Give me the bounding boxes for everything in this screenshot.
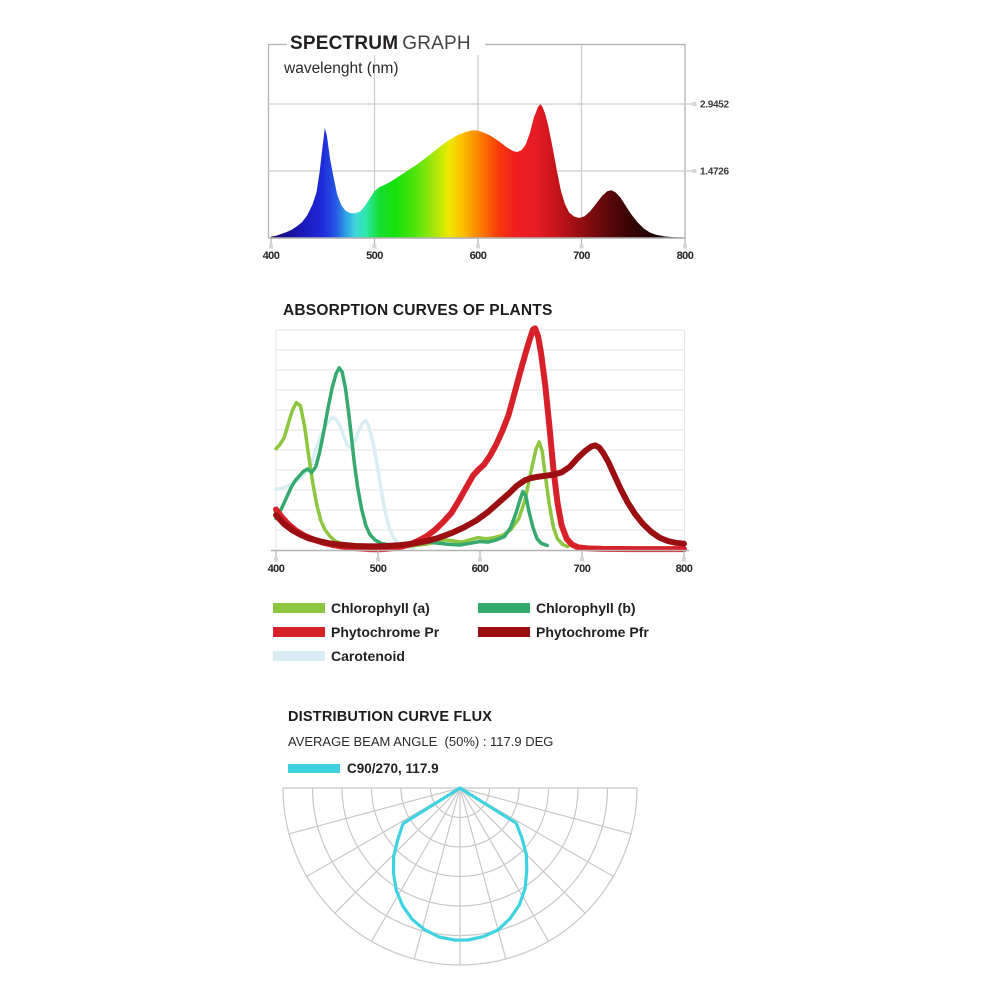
svg-text:600: 600 [472, 563, 489, 575]
absorption-title: ABSORPTION CURVES OF PLANTS [283, 302, 553, 319]
legend-item-chlorophyll-b: Chlorophyll (b) [478, 596, 703, 620]
legend-swatch [273, 651, 325, 661]
legend-swatch-c90 [288, 764, 340, 773]
legend-label: Phytochrome Pr [331, 624, 440, 640]
legend-item-chlorophyll-a: Chlorophyll (a) [273, 596, 478, 620]
legend-swatch [478, 603, 530, 613]
svg-text:500: 500 [366, 250, 383, 262]
absorption-legend: Chlorophyll (a) Chlorophyll (b) Phytochrom… [273, 596, 713, 668]
svg-text:2.9452: 2.9452 [700, 99, 730, 110]
spectrum-title-bold: SPECTRUM [290, 33, 399, 54]
svg-text:800: 800 [677, 250, 694, 262]
spectrum-title-light: GRAPH [402, 33, 471, 54]
legend-label: Phytochrome Pfr [536, 624, 649, 640]
legend-swatch [478, 627, 530, 637]
legend-label-c90: C90/270, 117.9 [347, 761, 439, 776]
svg-text:1.4726: 1.4726 [700, 166, 730, 177]
absorption-chart: 400 500 600 700 800 [268, 325, 693, 575]
svg-text:700: 700 [574, 563, 591, 575]
legend-item-carotenoid: Carotenoid [273, 644, 478, 668]
legend-item-phytochrome-pfr: Phytochrome Pfr [478, 620, 703, 644]
legend-item-phytochrome-pr: Phytochrome Pr [273, 620, 478, 644]
svg-text:800: 800 [676, 563, 693, 575]
svg-text:400: 400 [268, 563, 285, 575]
wavelength-unit-label: wavelenght (nm) [284, 60, 399, 77]
svg-text:700: 700 [573, 250, 590, 262]
legend-swatch [273, 627, 325, 637]
legend-label: Chlorophyll (a) [331, 600, 430, 616]
distribution-title: DISTRIBUTION CURVE FLUX [288, 709, 493, 725]
svg-text:500: 500 [370, 563, 387, 575]
distribution-polar-chart [282, 786, 638, 966]
spectrum-chart: 2.9452 1.4726 400 500 600 700 800 [263, 43, 730, 262]
legend-label: Carotenoid [331, 648, 405, 664]
legend-swatch [273, 603, 325, 613]
svg-text:400: 400 [263, 250, 280, 262]
distribution-legend: C90/270, 117.9 [288, 761, 439, 776]
svg-text:600: 600 [470, 250, 487, 262]
spectrum-graph-title: SPECTRUM GRAPH [287, 33, 485, 55]
beam-angle-subtitle: AVERAGE BEAM ANGLE (50%) : 117.9 DEG [288, 734, 554, 749]
legend-label: Chlorophyll (b) [536, 600, 636, 616]
